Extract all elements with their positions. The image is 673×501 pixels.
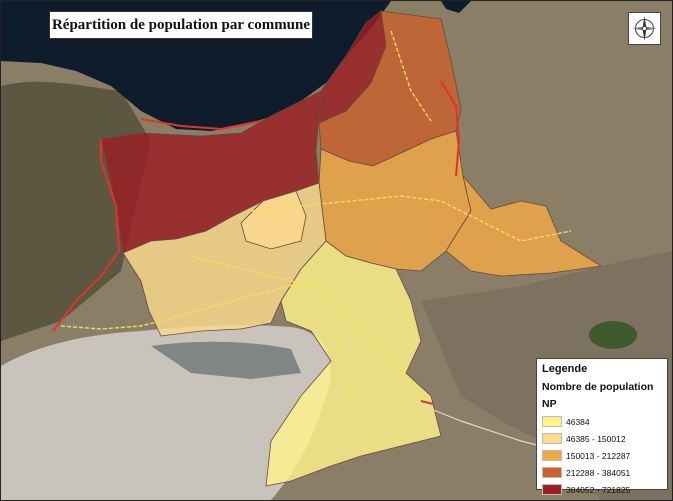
legend-item: 150013 - 212287 [542,448,630,463]
legend-swatch [542,433,562,444]
legend-label: 384052 - 721825 [566,484,631,495]
basemap-forest [589,321,637,349]
legend-field: NP [542,398,557,410]
legend-label: 150013 - 212287 [566,450,631,461]
legend-classes: 46384 46385 - 150012 150013 - 212287 212… [542,412,630,497]
road-north-red [440,80,461,177]
basemap-lagoon [1,325,331,500]
legend: Legende Nombre de population NP 46384 46… [536,358,668,495]
basemap-lagoon-shadow [151,341,301,379]
basemap-sea-east [441,1,471,13]
legend-item: 46385 - 150012 [542,431,630,446]
legend-swatch [542,484,562,495]
communes-layer [100,10,603,487]
commune-central-north[interactable] [240,190,307,250]
road-center-yellow [190,255,347,302]
commune-east[interactable] [445,175,603,277]
road-southeast-red [420,400,434,405]
legend-title: Legende [542,363,588,375]
legend-item: 46384 [542,414,630,429]
commune-south[interactable] [265,240,442,487]
road-port-red [140,118,262,131]
road-east-yellow [250,195,572,242]
legend-label: 46385 - 150012 [566,433,626,444]
road-ring-yellow [60,280,427,402]
legend-swatch [542,416,562,427]
legend-item: 212288 - 384051 [542,465,630,480]
road-coastal-red [52,139,121,332]
compass [628,12,661,45]
map-title: Répartition de population par commune [49,11,313,39]
legend-swatch [542,467,562,478]
legend-label: 46384 [566,416,590,427]
legend-swatch [542,450,562,461]
north-arrow-compass-icon [632,16,657,41]
legend-label: 212288 - 384051 [566,467,631,478]
road-north-yellow [390,30,432,122]
legend-subtitle: Nombre de population [542,381,654,393]
road-south-yellow [340,330,362,442]
legend-item: 384052 - 721825 [542,482,630,497]
roads-layer [52,30,572,452]
